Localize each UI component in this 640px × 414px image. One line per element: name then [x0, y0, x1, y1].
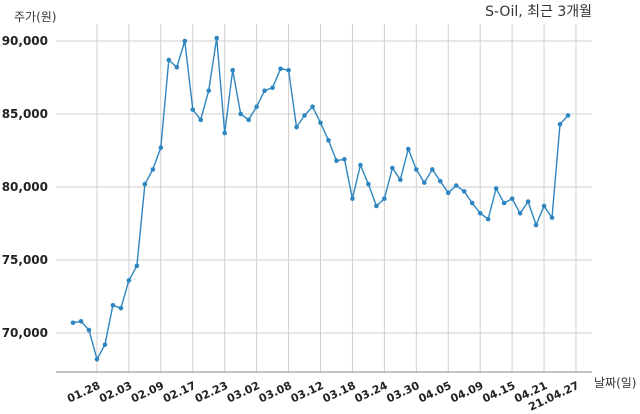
x-tick-label: 04.15 [480, 379, 517, 405]
data-point [166, 57, 172, 63]
data-point [406, 146, 411, 152]
y-axis-title: 주가(원) [14, 10, 56, 24]
data-point [382, 196, 387, 201]
data-point [78, 319, 84, 324]
data-point [86, 327, 92, 333]
y-tick-label: 80,000 [2, 180, 48, 194]
data-point [398, 177, 403, 182]
x-axis-title: 날짜(일) [594, 376, 636, 390]
data-point [334, 158, 339, 164]
data-point [565, 113, 571, 118]
x-tick-label: 03.12 [289, 379, 326, 405]
data-point [493, 186, 499, 191]
data-point [501, 200, 507, 206]
x-tick-labels: 01.2802.0302.0902.1702.2303.0203.0803.12… [65, 379, 581, 414]
data-point [134, 263, 140, 269]
data-point [414, 167, 419, 172]
data-point [390, 165, 395, 171]
data-point [230, 67, 235, 73]
data-point [246, 117, 251, 123]
chart-title: S-Oil, 최근 3개월 [485, 4, 592, 20]
data-point [461, 189, 467, 194]
data-point [158, 145, 164, 150]
data-point [294, 124, 299, 130]
data-point [318, 120, 323, 126]
series-layer [70, 35, 571, 362]
x-tick-label: 04.05 [416, 379, 453, 405]
data-point [509, 196, 515, 201]
data-point [214, 35, 220, 41]
data-point [350, 196, 355, 201]
data-point [437, 178, 443, 184]
x-tick-label: 03.08 [257, 379, 294, 405]
x-tick-label: 03.24 [353, 379, 390, 406]
data-point [182, 38, 188, 44]
data-point [549, 215, 555, 220]
data-point [222, 130, 227, 136]
data-point [198, 117, 204, 123]
data-point [302, 113, 307, 118]
data-point [310, 104, 315, 109]
data-point [278, 66, 283, 72]
data-point [94, 356, 100, 362]
x-tick-label: 02.23 [193, 379, 230, 405]
data-point [358, 162, 363, 168]
data-point [485, 216, 491, 222]
data-point [445, 190, 451, 196]
data-point [286, 67, 291, 73]
data-point [110, 302, 116, 308]
x-tick-label: 01.28 [65, 379, 102, 405]
data-point [366, 181, 371, 187]
x-tick-label: 02.03 [97, 379, 134, 405]
data-point [206, 88, 212, 93]
data-point [541, 203, 547, 209]
data-point [262, 88, 267, 93]
y-tick-label: 70,000 [2, 326, 48, 340]
data-point [326, 137, 331, 143]
data-point [174, 64, 180, 70]
data-point [190, 107, 196, 112]
x-tick-label: 04.09 [448, 379, 485, 405]
x-tick-label: 03.02 [225, 379, 262, 405]
data-point [517, 210, 523, 216]
data-point [421, 180, 427, 185]
y-tick-label: 85,000 [2, 107, 48, 121]
data-point [254, 104, 259, 109]
y-tick-label: 90,000 [2, 34, 48, 48]
x-tick-label: 03.18 [321, 379, 358, 405]
data-point [557, 121, 563, 127]
x-tick-label: 02.09 [129, 379, 166, 405]
y-tick-labels: 70,000 75,000 80,000 85,000 90,000 [2, 34, 48, 340]
data-point [126, 278, 132, 283]
data-point [477, 210, 483, 216]
data-point [102, 342, 108, 347]
data-point [70, 320, 76, 326]
x-tick-label: 02.17 [161, 379, 198, 405]
data-point [142, 181, 148, 187]
data-point [533, 222, 539, 228]
data-point [150, 167, 156, 172]
data-point [342, 156, 347, 162]
data-point [453, 183, 459, 188]
data-point [238, 111, 243, 117]
x-tick-label: 03.30 [385, 379, 422, 406]
data-point [525, 199, 531, 204]
data-point [270, 85, 275, 91]
data-point [469, 200, 475, 206]
data-point [374, 203, 379, 209]
data-point [118, 305, 124, 311]
data-point [429, 167, 435, 172]
y-tick-label: 75,000 [2, 253, 48, 267]
